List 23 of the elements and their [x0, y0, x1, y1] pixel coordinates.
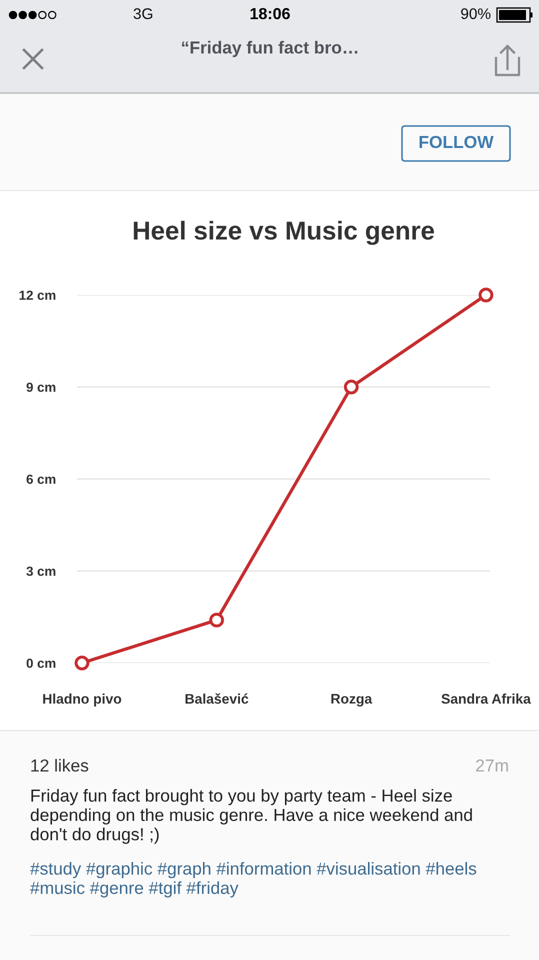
text: 3G	[134, 8, 152, 20]
y-tick-label: 6 cm	[26, 474, 56, 484]
chart-title: Heel size vs Music genre	[134, 220, 434, 245]
point	[74, 656, 90, 670]
text: 12 likes	[31, 758, 88, 772]
y-tick-label: 3 cm	[26, 566, 56, 576]
text: 90%	[461, 8, 490, 20]
text: 18:06	[250, 8, 290, 20]
x-tick-label: Sandra Afrika	[441, 694, 531, 704]
x-tick-label: Balašević	[186, 693, 248, 704]
y-tick-label: 0 cm	[26, 658, 56, 668]
y-tick-label: 12 cm	[20, 290, 56, 300]
text: Friday fun fact brought to you by party team - Heel size depending on the music genre. Have a nice weekend and don't do drugs! ;)	[30, 789, 472, 844]
point	[344, 380, 359, 394]
text: FOLLOW	[420, 136, 494, 148]
x-tick-label: Rozga	[331, 694, 372, 707]
text: “Friday fun fact bro…	[182, 40, 358, 58]
text: 27m	[476, 759, 508, 772]
text: #study #graphic #graph #information #visualisation #heels #music #genre #tgif #friday	[30, 862, 476, 898]
y-tick-label: 9 cm	[26, 382, 56, 392]
x-tick-label: Hladno pivo	[43, 694, 122, 707]
point	[209, 612, 224, 628]
point	[478, 288, 494, 302]
